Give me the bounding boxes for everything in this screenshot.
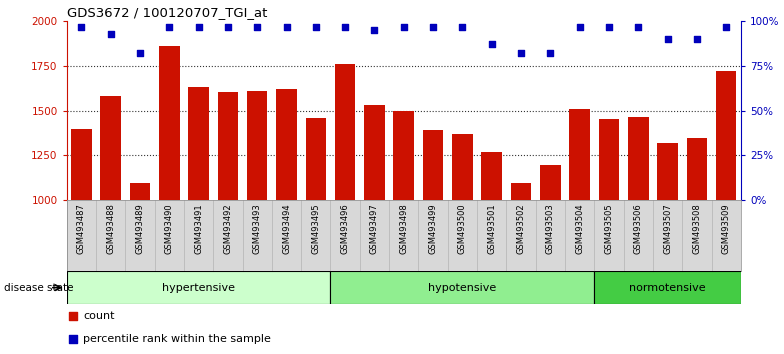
Point [662, 36, 674, 42]
Bar [276, 89, 297, 200]
Text: GSM493506: GSM493506 [633, 204, 643, 254]
Bar [365, 105, 385, 200]
Bar [628, 117, 648, 200]
Bar [247, 91, 267, 200]
Bar [306, 118, 326, 200]
Text: GDS3672 / 100120707_TGI_at: GDS3672 / 100120707_TGI_at [67, 6, 267, 19]
Text: GSM493496: GSM493496 [340, 204, 350, 254]
Point [456, 24, 469, 29]
Point [720, 24, 732, 29]
Text: GSM493498: GSM493498 [399, 204, 408, 254]
Point [75, 24, 88, 29]
Text: GSM493495: GSM493495 [311, 204, 321, 254]
Point [426, 24, 439, 29]
Bar [510, 183, 532, 200]
Bar [218, 92, 238, 200]
Text: disease state: disease state [4, 282, 74, 293]
Point [310, 24, 322, 29]
Point [192, 24, 205, 29]
Point [280, 24, 292, 29]
Bar [159, 46, 180, 200]
Point [397, 24, 410, 29]
Text: GSM493503: GSM493503 [546, 204, 555, 254]
Text: GSM493504: GSM493504 [575, 204, 584, 254]
Bar [452, 134, 473, 200]
Text: GSM493494: GSM493494 [282, 204, 291, 254]
Text: GSM493501: GSM493501 [487, 204, 496, 254]
Point [544, 51, 557, 56]
Point [163, 24, 176, 29]
Bar [71, 129, 92, 200]
Bar [716, 71, 736, 200]
Text: count: count [83, 311, 115, 321]
Text: GSM493499: GSM493499 [429, 204, 437, 254]
Text: percentile rank within the sample: percentile rank within the sample [83, 334, 271, 344]
Text: GSM493502: GSM493502 [517, 204, 525, 254]
Bar [394, 110, 414, 200]
Point [515, 51, 528, 56]
Bar [540, 165, 561, 200]
Point [459, 220, 471, 226]
Bar [188, 87, 209, 200]
Bar [657, 143, 678, 200]
Text: hypertensive: hypertensive [162, 282, 235, 293]
Point [632, 24, 644, 29]
Bar [599, 119, 619, 200]
Point [603, 24, 615, 29]
Text: normotensive: normotensive [630, 282, 706, 293]
Bar [423, 130, 443, 200]
Point [691, 36, 703, 42]
Point [104, 31, 117, 36]
Bar [594, 271, 741, 304]
Point [368, 27, 381, 33]
Bar [481, 152, 502, 200]
Text: GSM493492: GSM493492 [223, 204, 232, 254]
Bar [335, 64, 355, 200]
Text: GSM493507: GSM493507 [663, 204, 672, 254]
Text: GSM493509: GSM493509 [722, 204, 731, 254]
Bar [331, 271, 594, 304]
Text: GSM493488: GSM493488 [106, 204, 115, 255]
Point [339, 24, 351, 29]
Text: GSM493489: GSM493489 [136, 204, 144, 254]
Text: GSM493505: GSM493505 [604, 204, 613, 254]
Text: GSM493497: GSM493497 [370, 204, 379, 254]
Point [485, 42, 498, 47]
Point [222, 24, 234, 29]
Bar [129, 183, 151, 200]
Point [133, 51, 146, 56]
Bar [569, 109, 590, 200]
Text: GSM493508: GSM493508 [692, 204, 702, 254]
Point [459, 11, 471, 17]
Point [251, 24, 263, 29]
Text: GSM493491: GSM493491 [194, 204, 203, 254]
Bar [100, 96, 121, 200]
Text: GSM493493: GSM493493 [252, 204, 262, 254]
Text: GSM493500: GSM493500 [458, 204, 467, 254]
Bar [687, 138, 707, 200]
Bar [67, 271, 331, 304]
Text: GSM493487: GSM493487 [77, 204, 85, 255]
Text: GSM493490: GSM493490 [165, 204, 174, 254]
Point [573, 24, 586, 29]
Text: hypotensive: hypotensive [428, 282, 496, 293]
